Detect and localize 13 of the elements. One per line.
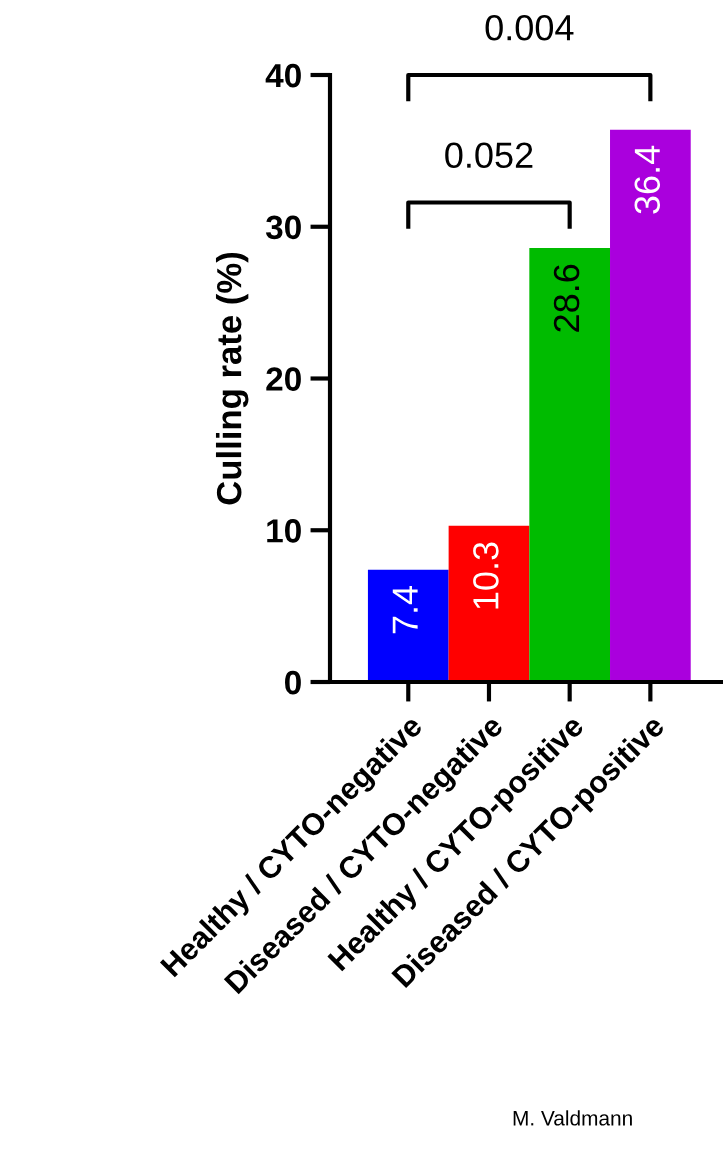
y-tick-label: 0 — [285, 670, 301, 695]
text: 0.004 — [485, 14, 574, 41]
annotation: 0.052 — [445, 142, 533, 169]
y-tick-label: 10 — [267, 519, 301, 543]
data-label: 36.4 — [634, 145, 661, 214]
data-label: 28.6 — [553, 264, 580, 332]
y-tick-label: 40 — [265, 63, 301, 88]
y-tick-label: 20 — [266, 367, 301, 391]
data-label: 7.4 — [392, 585, 418, 634]
data-label: 10.3 — [473, 542, 499, 609]
y-tick-label: 30 — [265, 215, 301, 240]
text: M. Valdmann — [513, 1110, 632, 1126]
y-axis-title: Culling rate (%) — [215, 252, 249, 505]
